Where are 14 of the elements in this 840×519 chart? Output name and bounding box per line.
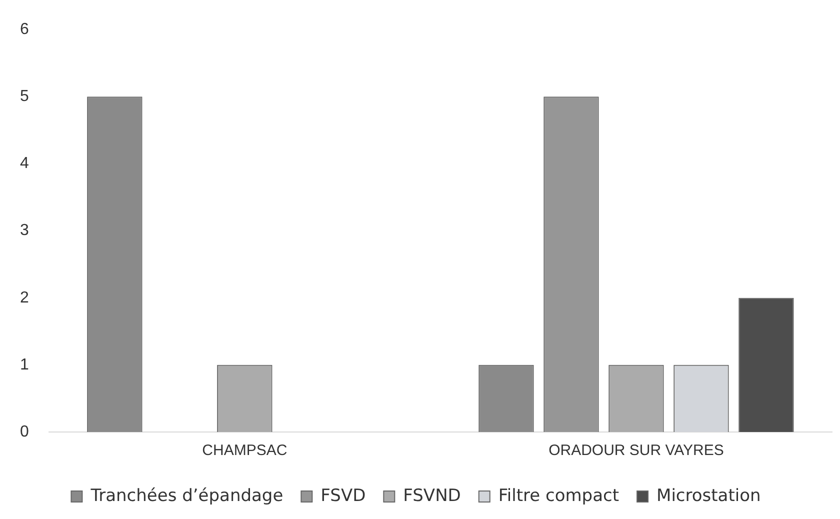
x-tick-label: CHAMPSAC xyxy=(202,442,288,460)
y-tick-label: 2 xyxy=(20,289,29,306)
legend-label: FSVD xyxy=(320,486,366,506)
legend-label: Filtre compact xyxy=(498,486,620,506)
y-tick-label: 0 xyxy=(20,423,29,440)
legend-label: Tranchées d’épandage xyxy=(90,486,284,506)
legend-label: FSVND xyxy=(403,486,461,506)
y-tick-label: 3 xyxy=(20,222,29,240)
y-tick-label: 6 xyxy=(20,21,29,38)
y-tick-label: 5 xyxy=(20,88,29,106)
legend-label: Microstation xyxy=(656,486,761,506)
y-tick-label: 4 xyxy=(20,155,29,172)
y-tick-label: 1 xyxy=(20,356,29,374)
x-tick-label: ORADOUR SUR VAYRES xyxy=(548,442,724,460)
